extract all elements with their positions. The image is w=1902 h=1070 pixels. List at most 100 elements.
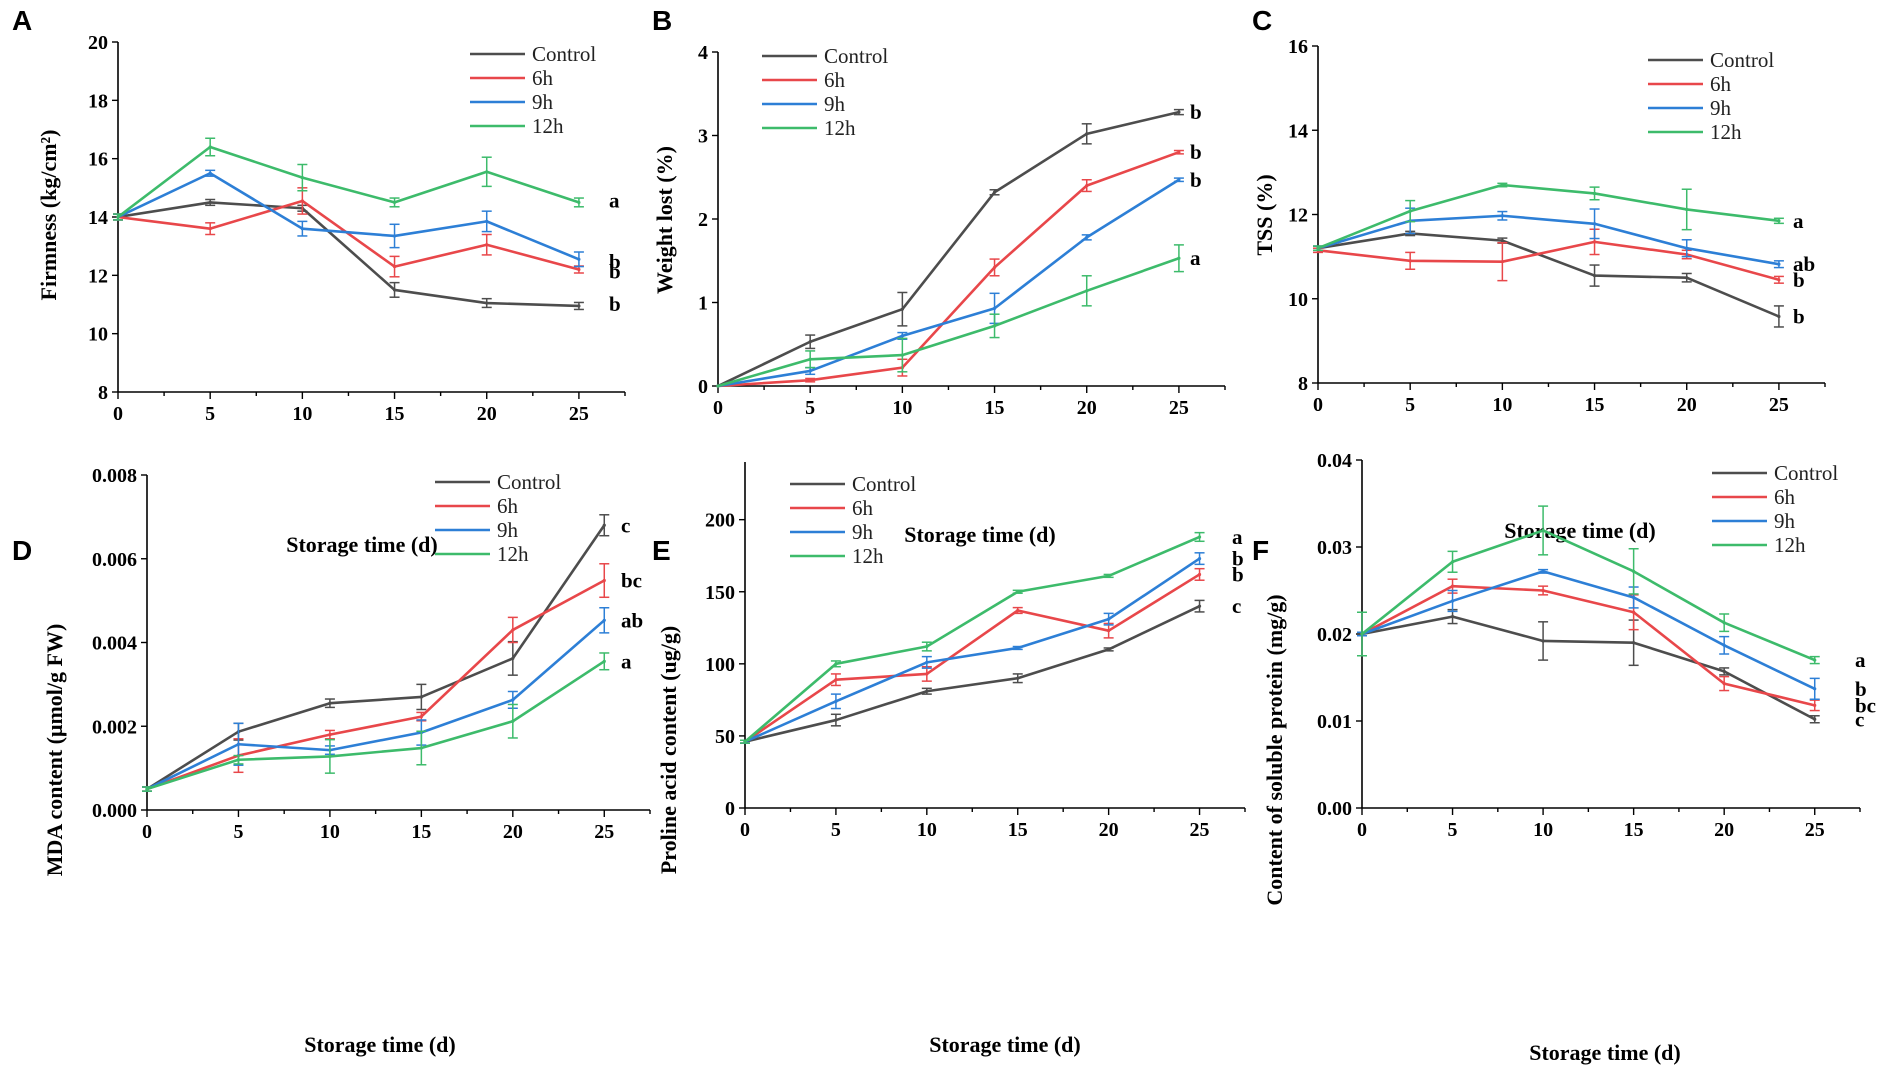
data-point — [300, 227, 304, 231]
x-tick-label: 25 — [1190, 819, 1210, 841]
legend-label: 6h — [497, 494, 519, 518]
data-point — [602, 618, 606, 622]
data-point — [1541, 569, 1545, 573]
data-point — [392, 264, 397, 269]
legend-label: Control — [1774, 461, 1838, 485]
data-point — [1408, 209, 1412, 213]
series-line — [744, 604, 1201, 743]
data-point — [1685, 207, 1689, 212]
panel-label: F — [1252, 535, 1269, 566]
series-control — [740, 599, 1205, 744]
data-point — [1500, 239, 1504, 243]
significance-label: b — [1190, 168, 1202, 192]
series-line — [1317, 232, 1780, 318]
series-12h — [113, 137, 584, 221]
data-point — [1408, 259, 1412, 263]
data-point — [145, 787, 149, 791]
data-point — [1541, 639, 1545, 643]
data-point — [1592, 222, 1597, 226]
significance-label: a — [1793, 209, 1804, 233]
y-tick-label: 8 — [98, 382, 108, 404]
data-point — [511, 719, 515, 723]
series-line — [1361, 615, 1816, 721]
panel-label: E — [652, 535, 671, 566]
data-point — [1632, 595, 1636, 600]
x-tick-label: 25 — [1805, 819, 1825, 841]
data-point — [236, 742, 241, 746]
series-line — [717, 110, 1180, 388]
data-point — [1450, 599, 1455, 603]
data-point — [1177, 110, 1181, 114]
significance-label: bc — [621, 569, 642, 593]
series-line — [146, 660, 605, 791]
series-line — [1361, 584, 1816, 707]
x-tick-label: 5 — [805, 397, 815, 419]
data-point — [834, 662, 838, 666]
x-tick-label: 25 — [1169, 397, 1189, 419]
data-point — [1016, 646, 1020, 650]
y-tick-label: 3 — [698, 126, 708, 148]
legend-label: 9h — [532, 90, 554, 114]
x-tick-label: 0 — [740, 819, 750, 841]
data-point — [1107, 629, 1111, 633]
legend-label: 9h — [824, 92, 846, 116]
data-point — [116, 215, 120, 219]
data-point — [1107, 617, 1111, 621]
data-point — [602, 578, 606, 583]
data-point — [925, 689, 929, 693]
data-point — [577, 304, 581, 308]
data-point — [1592, 240, 1597, 244]
data-point — [992, 190, 997, 194]
series-line — [1317, 183, 1780, 250]
data-point — [236, 758, 241, 762]
panel-b: B Weight lost (%) Storage time (d) 0 1 2 3 4… — [652, 5, 1226, 547]
series-line — [1361, 529, 1816, 662]
x-tick-label: 10 — [320, 821, 340, 843]
x-tick-label: 5 — [205, 403, 215, 425]
data-point — [1016, 676, 1020, 680]
series-line — [117, 171, 580, 261]
data-point — [808, 357, 812, 361]
series-control — [1357, 608, 1820, 724]
panel-label: C — [1252, 5, 1272, 36]
legend-label: 6h — [1710, 72, 1732, 96]
legend-label: 12h — [1774, 533, 1806, 557]
legend-label: 12h — [824, 116, 856, 140]
significance-label: b — [1232, 547, 1244, 571]
data-point — [1722, 669, 1726, 674]
data-point — [834, 718, 838, 722]
data-point — [1085, 132, 1089, 136]
data-point — [1722, 621, 1726, 625]
data-point — [1813, 687, 1817, 691]
legend-label: 12h — [852, 544, 884, 568]
significance-label: b — [1190, 100, 1202, 124]
significance-label: bc — [1855, 693, 1876, 717]
data-point — [925, 660, 929, 664]
x-tick-label: 15 — [1624, 819, 1644, 841]
data-point — [834, 678, 838, 682]
legend-label: 6h — [824, 68, 846, 92]
data-point — [1107, 574, 1111, 578]
x-tick-label: 20 — [1677, 394, 1697, 416]
legend-label: 12h — [497, 542, 529, 566]
data-point — [1632, 641, 1636, 645]
series-line — [146, 579, 605, 791]
y-axis-title: Weight lost (%) — [652, 146, 677, 294]
data-point — [1632, 569, 1636, 573]
y-tick-label: 0.02 — [1317, 624, 1352, 646]
significance-label: b — [1232, 562, 1244, 586]
y-tick-label: 18 — [88, 90, 108, 112]
y-tick-label: 14 — [88, 207, 108, 229]
data-point — [1085, 184, 1089, 188]
x-tick-label: 0 — [113, 403, 123, 425]
series-12h — [1313, 182, 1784, 252]
legend-label: Control — [532, 42, 596, 66]
data-point — [1722, 643, 1726, 647]
x-tick-label: 15 — [1008, 819, 1028, 841]
x-tick-label: 10 — [917, 819, 937, 841]
series-9h — [1357, 568, 1820, 700]
